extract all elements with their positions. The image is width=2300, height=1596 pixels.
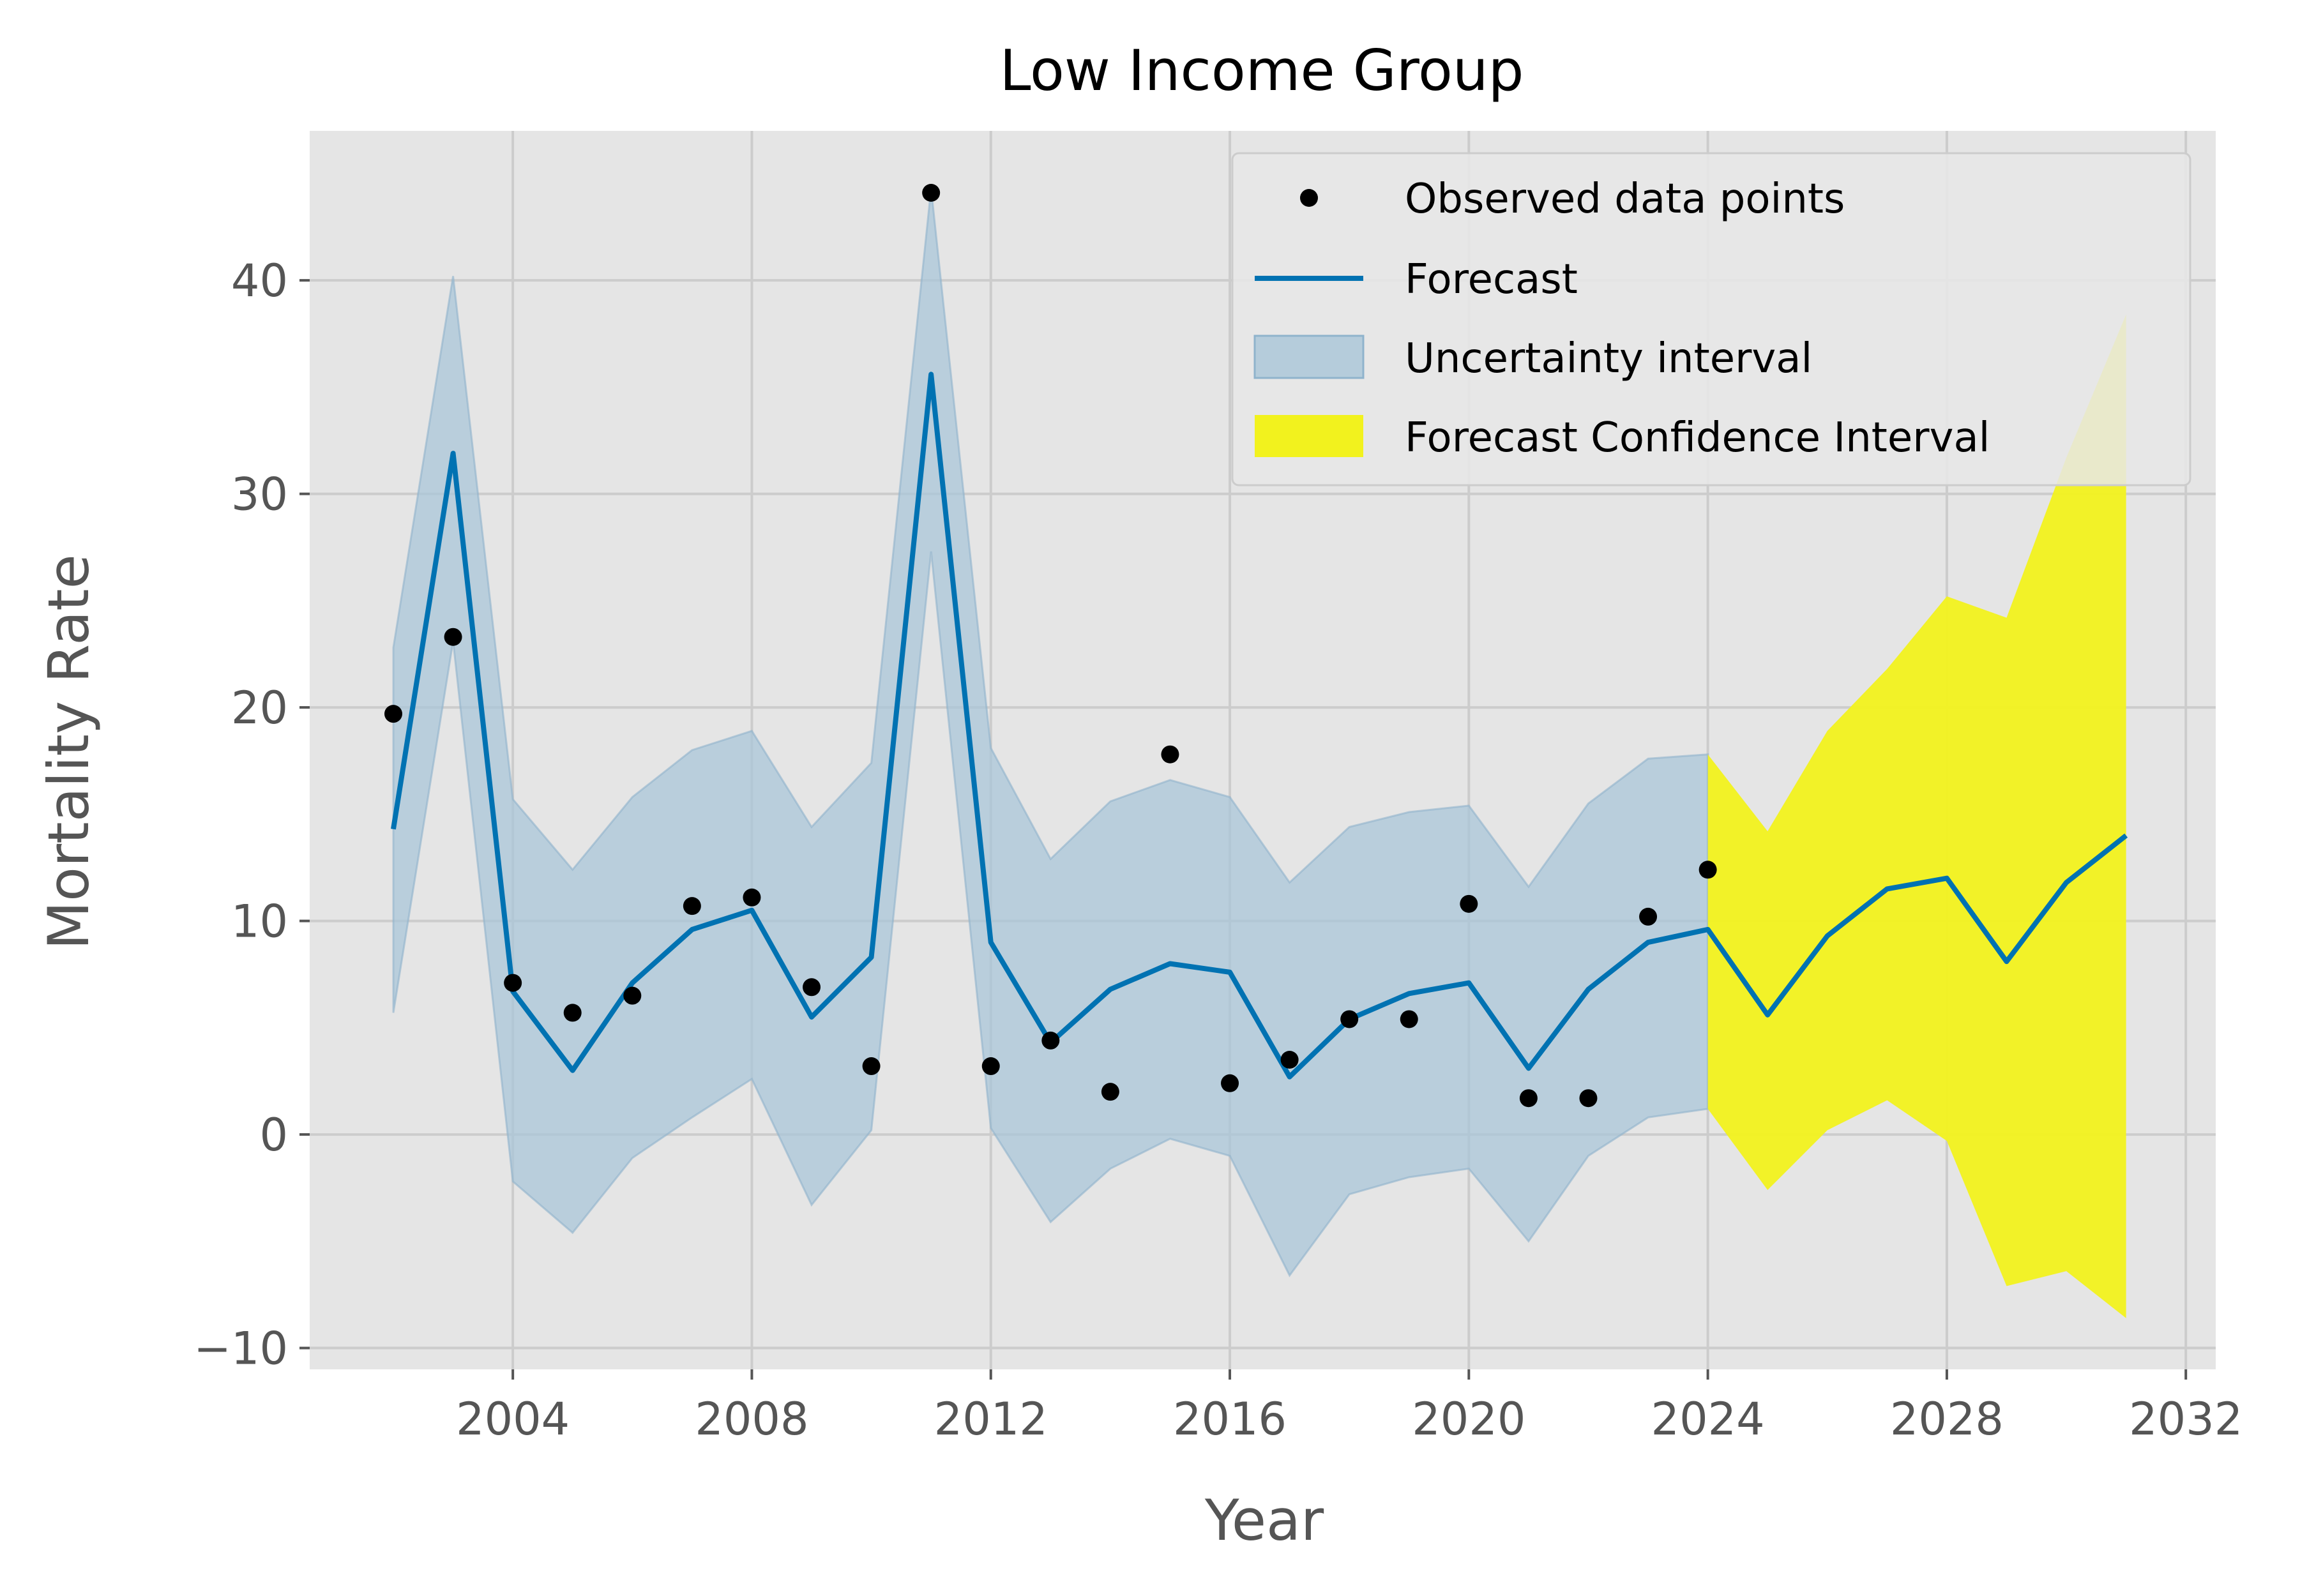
observed-point	[1041, 1031, 1060, 1050]
x-tick-label: 2016	[1173, 1393, 1287, 1445]
y-tick-label: 30	[231, 469, 288, 521]
forecast-line	[391, 372, 2128, 1080]
legend-box	[1231, 152, 2191, 486]
observed-point	[1400, 1010, 1418, 1028]
legend-label-observed: Observed data points	[1405, 176, 1845, 223]
y-tick-label: 20	[231, 682, 288, 734]
observed-point	[1221, 1074, 1239, 1092]
y-tick-label: 40	[231, 255, 288, 307]
legend-observed-marker	[1300, 189, 1318, 207]
y-tick-label: 0	[259, 1109, 288, 1161]
y-tick-label: −10	[193, 1323, 288, 1375]
observed-point	[981, 1057, 1000, 1076]
forecast-confidence-interval-band	[1707, 314, 2126, 1318]
observed-point	[803, 978, 821, 997]
observed-point	[1280, 1051, 1299, 1069]
legend-uncertainty-swatch	[1253, 335, 1365, 379]
x-axis-label: Year	[1204, 1487, 1324, 1553]
observed-point	[1340, 1010, 1359, 1028]
x-tick-label: 2008	[695, 1393, 808, 1445]
observed-point	[922, 184, 941, 202]
observed-point	[1579, 1089, 1598, 1108]
chart-title: Low Income Group	[1000, 38, 1524, 103]
observed-point	[683, 897, 701, 915]
x-tick-label: 2020	[1412, 1393, 1525, 1445]
legend-forecast-ci-swatch	[1255, 415, 1363, 457]
legend-label-forecast-ci: Forecast Confidence Interval	[1405, 414, 1990, 462]
observed-point	[1101, 1083, 1119, 1101]
x-tick-label: 2024	[1651, 1393, 1765, 1445]
observed-point	[444, 628, 462, 646]
y-axis-label: Mortality Rate	[36, 554, 102, 950]
observed-point	[384, 705, 403, 723]
observed-point	[1460, 894, 1478, 913]
observed-point	[743, 888, 761, 907]
observed-point	[1699, 861, 1717, 879]
observed-point	[504, 974, 522, 992]
observed-point	[1161, 745, 1179, 764]
legend-label-uncertainty: Uncertainty interval	[1405, 335, 1812, 382]
x-tick-label: 2004	[456, 1393, 570, 1445]
x-tick-label: 2032	[2129, 1393, 2243, 1445]
legend-label-forecast: Forecast	[1405, 256, 1578, 303]
observed-point	[623, 986, 642, 1005]
observed-point	[1519, 1089, 1538, 1108]
observed-point	[1639, 907, 1658, 926]
observed-point	[862, 1057, 881, 1076]
legend: Observed data points Forecast Uncertainty …	[1231, 152, 2191, 486]
observed-point	[563, 1004, 582, 1022]
y-tick-label: 10	[231, 896, 288, 948]
x-tick-label: 2012	[934, 1393, 1048, 1445]
x-tick-label: 2028	[1890, 1393, 2004, 1445]
